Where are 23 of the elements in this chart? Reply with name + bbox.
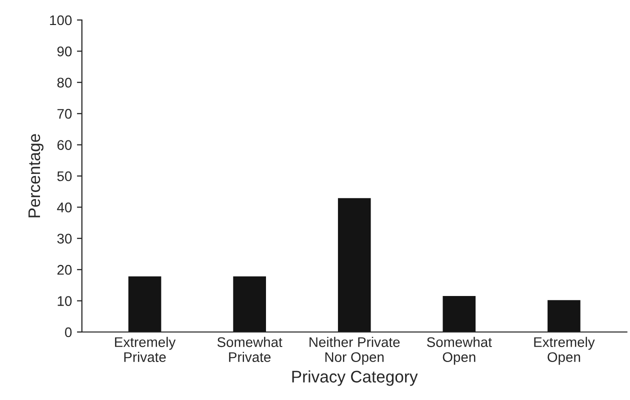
y-tick-label: 30 — [57, 234, 72, 244]
y-tick-label: 40 — [57, 202, 72, 212]
x-tick-label: Extremely Open — [534, 336, 595, 365]
y-tick-label: 100 — [50, 15, 72, 26]
bar — [233, 276, 266, 332]
y-tick-label: 60 — [57, 140, 72, 150]
y-tick-label: 70 — [57, 108, 72, 119]
x-tick-label: Somewhat Open — [426, 336, 492, 365]
bar — [338, 198, 371, 332]
y-tick-label: 20 — [57, 264, 72, 275]
y-tick-label: 10 — [58, 296, 72, 306]
x-tick-label: Extremely Private — [115, 336, 176, 362]
x-tick-label: Neither Private Nor Open — [310, 336, 400, 365]
y-tick-label: 80 — [57, 78, 72, 88]
x-tick-label: Somewhat Private — [217, 336, 282, 362]
y-tick-label: 50 — [57, 171, 72, 182]
bar — [128, 276, 162, 332]
y-axis-title: Percentage — [28, 134, 44, 218]
bar — [548, 300, 580, 332]
y-tick-label: 0 — [64, 327, 72, 338]
bar — [442, 296, 476, 332]
x-axis-title: Privacy Category — [292, 370, 418, 386]
y-tick-label: 90 — [57, 46, 72, 56]
